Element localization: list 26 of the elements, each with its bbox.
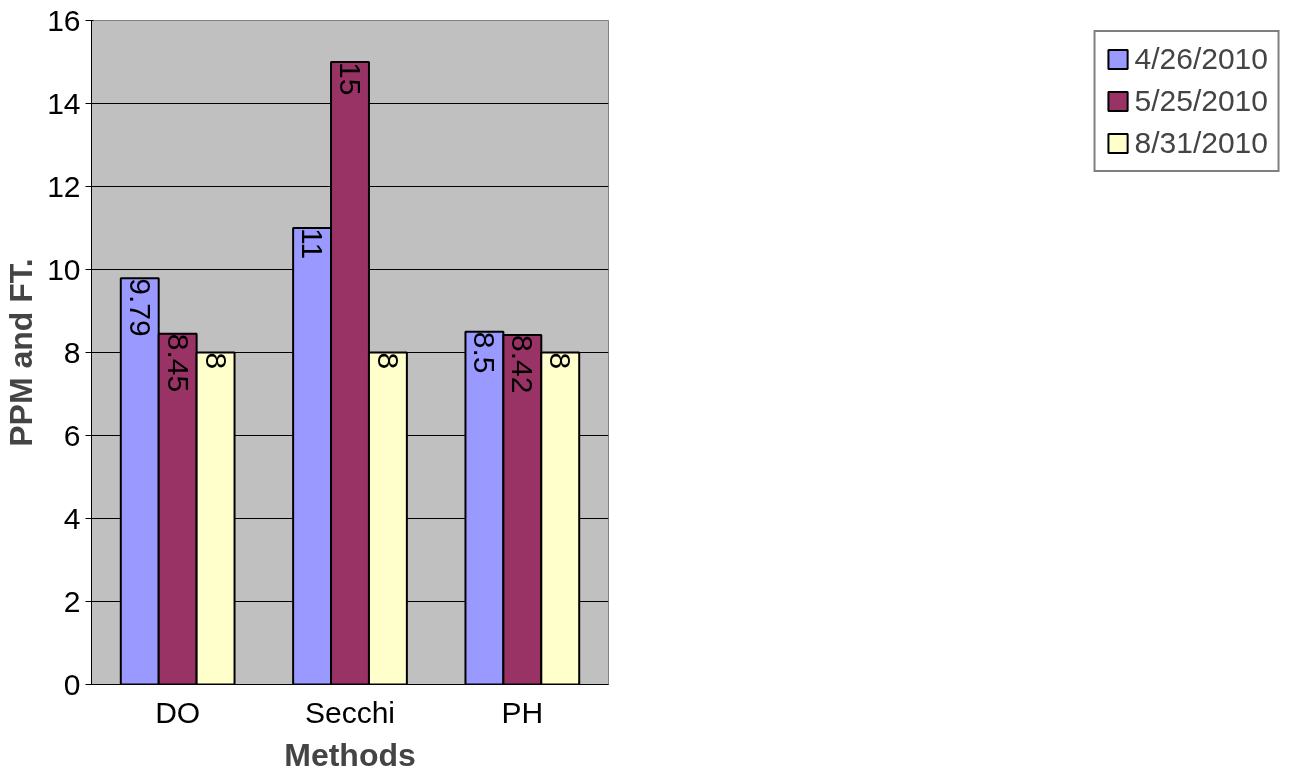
data-label: 8: [371, 352, 405, 370]
data-label: 15: [334, 62, 367, 96]
y-tick-label: 8: [63, 335, 81, 369]
y-tick-label: 12: [47, 169, 81, 203]
data-label: 8.5: [468, 331, 502, 374]
legend-label: 8/31/2010: [1134, 126, 1268, 160]
y-tick-label: 4: [63, 501, 81, 535]
y-tick-label: 10: [47, 252, 81, 286]
y-tick-label: 2: [63, 584, 81, 618]
data-label: 8.42: [506, 335, 540, 394]
y-tick-label: 0: [63, 667, 81, 701]
y-tick-label: 16: [47, 3, 81, 37]
data-label: 9.79: [123, 278, 157, 337]
data-label: 8: [544, 352, 578, 370]
x-tick-label: PH: [501, 695, 544, 729]
x-axis-title: Methods: [284, 736, 416, 773]
y-tick-label: 14: [47, 86, 81, 120]
x-tick-label: DO: [155, 695, 201, 729]
x-tick-label: Secchi: [304, 695, 396, 729]
y-axis-title: PPM and FT.: [3, 258, 40, 447]
y-tick-label: 6: [63, 418, 81, 452]
legend-label: 4/26/2010: [1134, 42, 1268, 76]
data-label: 8.45: [161, 333, 195, 393]
data-label: 8: [199, 352, 233, 370]
data-label: 11: [296, 228, 330, 260]
legend-label: 5/25/2010: [1134, 84, 1268, 118]
